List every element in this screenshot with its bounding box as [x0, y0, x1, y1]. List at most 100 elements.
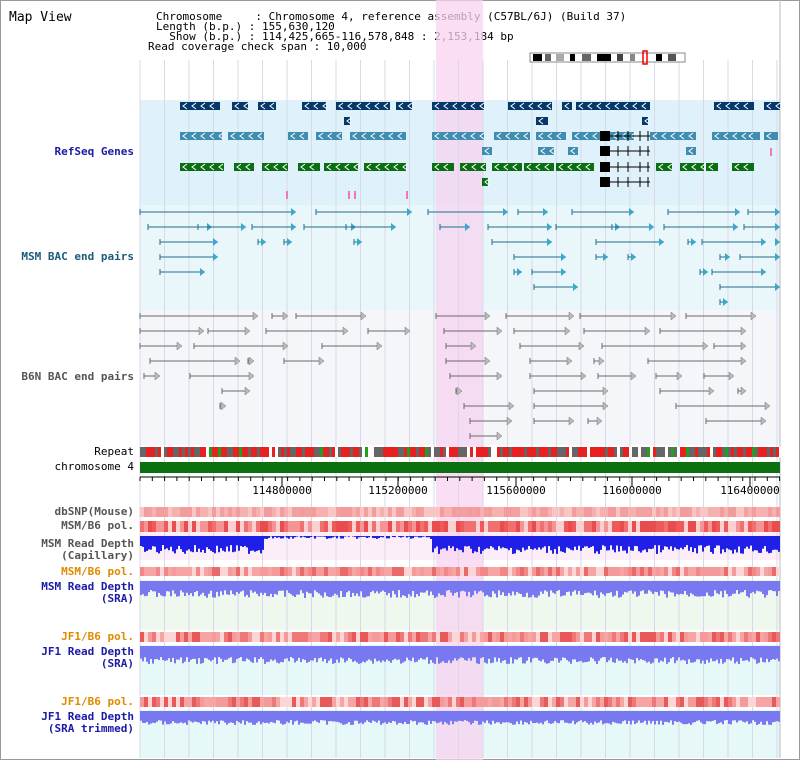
repeat-element — [446, 447, 449, 457]
jf1-depth-trim-bar — [768, 711, 770, 725]
repeat-element — [410, 447, 413, 457]
gene-strand-arrow — [766, 132, 772, 140]
track-label-jf1-b6-pol-2[interactable]: JF1/B6 pol. — [61, 695, 134, 708]
b6n-bac-end-arrow — [244, 326, 251, 336]
jf1-depth-trim-bar — [398, 711, 400, 723]
msm-b6-pol-2-cell — [296, 567, 300, 576]
b6n-bac-end-arrow — [602, 401, 609, 411]
msm-depth-sra-bar — [770, 581, 772, 591]
track-label-jf1-b6-pol-1[interactable]: JF1/B6 pol. — [61, 630, 134, 643]
gene-strand-arrow — [304, 102, 310, 110]
msm-depth-cap-bar — [194, 536, 196, 546]
msm-depth-sra-bar — [558, 581, 560, 591]
jf1-depth-sra-bar — [754, 646, 756, 660]
track-label-msm-depth-capillary[interactable]: MSM Read Depth (Capillary) — [41, 537, 134, 562]
dbsnp-cell — [508, 507, 512, 517]
jf1-b6-pol-2-cell — [472, 697, 476, 707]
msm-depth-cap-bar — [456, 536, 458, 549]
track-label-jf1-depth-sra[interactable]: JF1 Read Depth (SRA) — [41, 645, 134, 670]
track-label-msm-depth-sra[interactable]: MSM Read Depth (SRA) — [41, 580, 134, 605]
msm-depth-cap-bar — [308, 536, 310, 538]
msm-b6-pol-2-cell — [344, 567, 348, 576]
track-label-dbsnp[interactable]: dbSNP(Mouse) — [54, 505, 134, 518]
jf1-depth-sra-bar — [552, 646, 554, 661]
msm-depth-sra-bar — [222, 581, 224, 595]
track-label-jf1-depth-trimmed[interactable]: JF1 Read Depth (SRA trimmed) — [41, 710, 134, 735]
msm-depth-sra-bar — [630, 581, 632, 591]
jf1-depth-trim-bar — [722, 711, 724, 725]
msm-depth-cap-bar — [474, 536, 476, 552]
jf1-depth-trim-bar — [476, 711, 478, 721]
msm-b6-pol-2-cell — [228, 567, 232, 576]
msm-depth-cap-bar — [620, 536, 622, 547]
jf1-depth-trim-bar — [670, 711, 672, 721]
msm-depth-cap-bar — [482, 536, 484, 551]
jf1-b6-pol-cell — [352, 632, 356, 642]
jf1-depth-trim-bar — [472, 711, 474, 724]
gene-strand-arrow — [583, 132, 589, 140]
msm-b6-pol-2-cell — [444, 567, 448, 576]
msm-depth-cap-bar — [282, 536, 284, 539]
msm-b6-pol-2-cell — [284, 567, 288, 576]
track-label-repeat[interactable]: Repeat — [94, 445, 134, 458]
jf1-depth-sra-bar — [258, 646, 260, 660]
track-label-b6n-bac[interactable]: B6N BAC end pairs — [21, 370, 134, 383]
track-label-chromosome[interactable]: chromosome 4 — [54, 460, 134, 473]
msm-depth-cap-bar — [330, 536, 332, 539]
dbsnp-cell — [144, 507, 148, 517]
msm-b6-pol-cell — [420, 521, 424, 532]
jf1-depth-trim-bar — [274, 711, 276, 724]
msm-b6-pol-cell — [752, 521, 756, 532]
msm-depth-cap-bar — [212, 536, 214, 552]
jf1-depth-trim-bar — [452, 711, 454, 725]
track-label-msm-bac[interactable]: MSM BAC end pairs — [21, 250, 134, 263]
repeat-element — [224, 447, 227, 457]
jf1-b6-pol-cell — [288, 632, 292, 642]
msm-b6-pol-2-cell — [312, 567, 316, 576]
jf1-depth-trim-bar — [766, 711, 768, 722]
msm-depth-cap-bar — [678, 536, 680, 550]
gene-strand-arrow — [688, 132, 694, 140]
msm-depth-sra-bar — [658, 581, 660, 596]
msm-depth-sra-bar — [384, 581, 386, 592]
msm-b6-pol-2-cell — [464, 567, 468, 576]
dbsnp-cell — [684, 507, 688, 517]
jf1-depth-sra-bar — [412, 646, 414, 658]
jf1-depth-sra-bar — [742, 646, 744, 661]
msm-depth-cap-bar — [514, 536, 516, 554]
msm-depth-cap-bar — [606, 536, 608, 551]
msm-depth-sra-bar — [462, 581, 464, 591]
msm-b6-pol-2-cell — [304, 567, 308, 576]
jf1-b6-pol-2-cell — [740, 697, 744, 707]
msm-b6-pol-cell — [272, 521, 276, 532]
msm-depth-cap-bar — [214, 536, 216, 554]
jf1-depth-sra-bar — [464, 646, 466, 661]
msm-b6-pol-2-cell — [548, 567, 552, 576]
dbsnp-cell — [264, 507, 268, 517]
jf1-b6-pol-cell — [444, 632, 448, 642]
track-label-msm-b6-pol-2[interactable]: MSM/B6 pol. — [61, 565, 134, 578]
repeat-element — [194, 447, 197, 457]
jf1-depth-sra-bar — [712, 646, 714, 662]
jf1-b6-pol-cell — [676, 632, 680, 642]
msm-depth-cap-bar — [310, 536, 312, 538]
msm-depth-sra-bar — [146, 581, 148, 596]
jf1-depth-trim-bar — [364, 711, 366, 723]
jf1-depth-sra-bar — [616, 646, 618, 659]
jf1-depth-sra-bar — [558, 646, 560, 663]
repeat-element — [299, 447, 302, 457]
track-label-refseq-genes[interactable]: RefSeq Genes — [54, 145, 134, 158]
msm-depth-sra-bar — [378, 581, 380, 594]
track-label-msm-b6-pol-1[interactable]: MSM/B6 pol. — [61, 519, 134, 532]
repeat-element — [272, 447, 275, 457]
dbsnp-cell — [736, 507, 740, 517]
dbsnp-cell — [712, 507, 716, 517]
jf1-depth-trim-bar — [500, 711, 502, 725]
msm-depth-cap-bar — [166, 536, 168, 549]
jf1-depth-trim-bar — [724, 711, 726, 721]
msm-depth-cap-bar — [422, 536, 424, 537]
msm-depth-sra-bar — [720, 581, 722, 592]
msm-b6-pol-2-cell — [240, 567, 244, 576]
jf1-depth-sra-bar — [566, 646, 568, 661]
